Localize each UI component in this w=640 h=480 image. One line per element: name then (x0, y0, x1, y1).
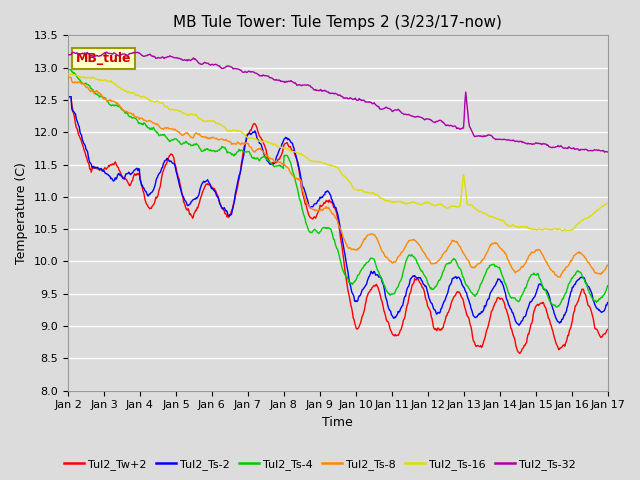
Title: MB Tule Tower: Tule Temps 2 (3/23/17-now): MB Tule Tower: Tule Temps 2 (3/23/17-now… (173, 15, 502, 30)
Legend: Tul2_Tw+2, Tul2_Ts-2, Tul2_Ts-4, Tul2_Ts-8, Tul2_Ts-16, Tul2_Ts-32: Tul2_Tw+2, Tul2_Ts-2, Tul2_Ts-4, Tul2_Ts… (60, 455, 580, 474)
Y-axis label: Temperature (C): Temperature (C) (15, 162, 28, 264)
X-axis label: Time: Time (323, 416, 353, 429)
Text: MB_tule: MB_tule (76, 52, 132, 65)
